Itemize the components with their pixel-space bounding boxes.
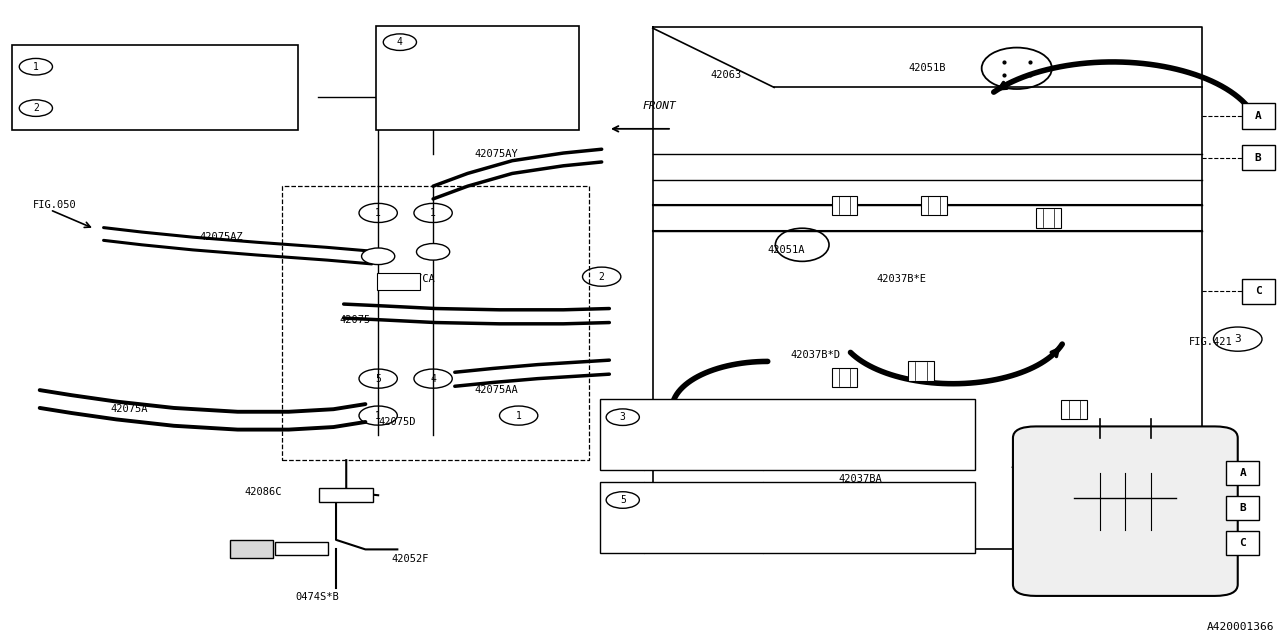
FancyBboxPatch shape — [1242, 145, 1275, 170]
Text: 3: 3 — [620, 412, 626, 422]
FancyBboxPatch shape — [1226, 531, 1260, 555]
FancyBboxPatch shape — [1012, 426, 1238, 596]
Text: A: A — [1239, 468, 1247, 478]
Text: C: C — [1254, 286, 1262, 296]
Text: (05MY0409-     ): (05MY0409- ) — [769, 530, 865, 540]
Text: 42037CA: 42037CA — [390, 273, 435, 284]
Text: 3: 3 — [1234, 334, 1242, 344]
FancyBboxPatch shape — [230, 540, 274, 557]
Text: 1: 1 — [375, 208, 381, 218]
Text: 2: 2 — [33, 103, 38, 113]
Text: 42037B*D: 42037B*D — [791, 350, 841, 360]
Text: 0474S*B: 0474S*B — [296, 592, 339, 602]
FancyBboxPatch shape — [909, 362, 934, 381]
Text: 1: 1 — [33, 61, 38, 72]
FancyBboxPatch shape — [1061, 399, 1087, 419]
Text: 42075A: 42075A — [110, 404, 147, 414]
Text: 42075: 42075 — [340, 315, 371, 325]
Text: 1: 1 — [516, 411, 522, 420]
Text: 42037B*E: 42037B*E — [877, 273, 927, 284]
Text: (05MY-05MY0408): (05MY-05MY0408) — [769, 412, 859, 422]
Text: 5: 5 — [620, 495, 626, 505]
FancyBboxPatch shape — [832, 196, 858, 215]
FancyBboxPatch shape — [1226, 496, 1260, 520]
Text: 42037C*C: 42037C*C — [70, 61, 124, 72]
Text: FIG.421: FIG.421 — [1189, 337, 1233, 348]
Text: 2: 2 — [599, 271, 604, 282]
FancyBboxPatch shape — [600, 399, 974, 470]
Text: 42052F: 42052F — [390, 554, 429, 564]
Text: 42037F*B: 42037F*B — [70, 103, 124, 113]
Text: W170069: W170069 — [652, 447, 694, 457]
Text: A: A — [1254, 111, 1262, 121]
Circle shape — [416, 244, 449, 260]
Text: 42051A: 42051A — [768, 245, 805, 255]
FancyBboxPatch shape — [922, 196, 946, 215]
FancyBboxPatch shape — [1242, 103, 1275, 129]
FancyBboxPatch shape — [320, 488, 372, 502]
Text: 4: 4 — [397, 37, 403, 47]
Text: 42086B: 42086B — [378, 89, 416, 99]
Text: FRONT: FRONT — [643, 101, 676, 111]
Text: (05MY0409-     ): (05MY0409- ) — [769, 447, 865, 457]
Text: 42075AA: 42075AA — [474, 385, 517, 395]
FancyBboxPatch shape — [1036, 209, 1061, 228]
Text: 42037C*E: 42037C*E — [424, 37, 479, 47]
FancyBboxPatch shape — [376, 273, 420, 290]
Text: 42075D: 42075D — [378, 417, 416, 427]
Text: 0923S*A: 0923S*A — [652, 495, 694, 505]
Circle shape — [361, 248, 394, 264]
FancyBboxPatch shape — [375, 26, 579, 130]
Text: 42075AY: 42075AY — [474, 149, 517, 159]
Text: 4: 4 — [430, 374, 436, 383]
Text: 42086C: 42086C — [244, 487, 282, 497]
Text: A420001366: A420001366 — [1207, 622, 1275, 632]
FancyBboxPatch shape — [1242, 278, 1275, 304]
FancyBboxPatch shape — [1226, 461, 1260, 485]
Text: 42037BB: 42037BB — [1010, 461, 1055, 472]
FancyBboxPatch shape — [600, 482, 974, 553]
Text: 1: 1 — [375, 411, 381, 420]
FancyBboxPatch shape — [12, 45, 298, 130]
Text: C: C — [1239, 538, 1247, 548]
Text: 1: 1 — [430, 208, 436, 218]
FancyBboxPatch shape — [275, 542, 329, 555]
Text: W170070: W170070 — [652, 530, 694, 540]
Text: 5: 5 — [375, 374, 381, 383]
Text: 42063: 42063 — [710, 70, 741, 79]
Text: 42051B: 42051B — [909, 63, 946, 74]
Text: 42037BA: 42037BA — [838, 474, 882, 484]
FancyBboxPatch shape — [832, 368, 858, 387]
Text: 42075AZ: 42075AZ — [200, 232, 243, 242]
Text: 0923S*B: 0923S*B — [652, 412, 694, 422]
Text: B: B — [1239, 503, 1247, 513]
Text: (05MY-05MY0408): (05MY-05MY0408) — [769, 495, 859, 505]
Text: FIG.050: FIG.050 — [33, 200, 77, 211]
Text: B: B — [1254, 152, 1262, 163]
